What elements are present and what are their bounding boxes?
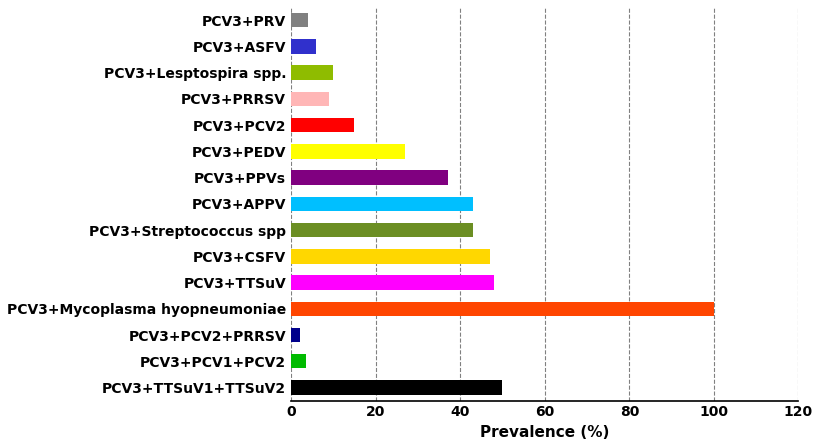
Bar	[291, 275, 493, 290]
Bar	[291, 354, 305, 368]
Bar	[291, 170, 447, 185]
Bar	[291, 328, 299, 342]
Bar	[291, 65, 333, 80]
Bar	[291, 144, 405, 159]
Bar	[291, 197, 473, 211]
Bar	[291, 302, 713, 316]
X-axis label: Prevalence (%): Prevalence (%)	[479, 425, 609, 440]
Bar	[291, 223, 473, 237]
Bar	[291, 380, 502, 395]
Bar	[291, 249, 489, 263]
Bar	[291, 118, 354, 132]
Bar	[291, 39, 316, 54]
Bar	[291, 92, 328, 106]
Bar	[291, 13, 308, 27]
